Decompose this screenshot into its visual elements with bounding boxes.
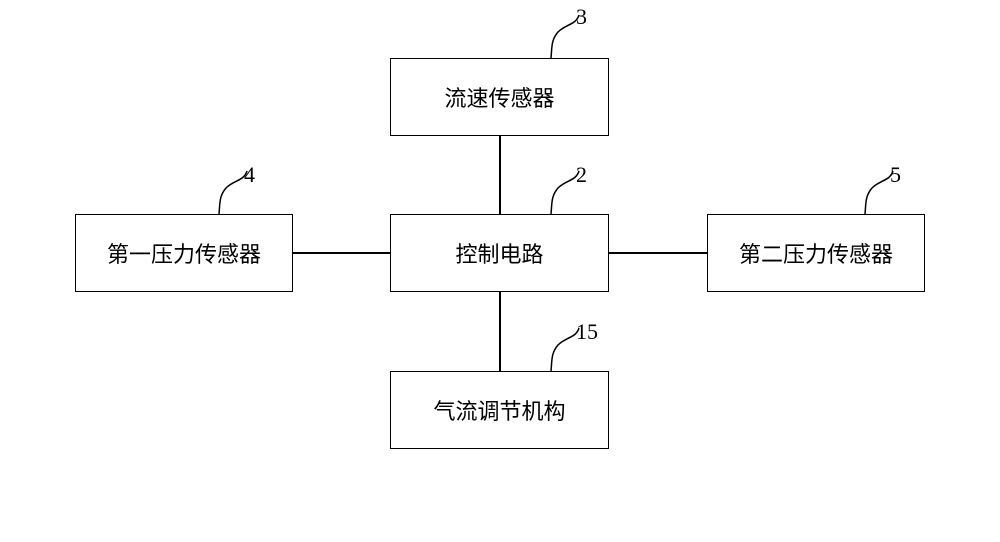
callout-curve-right — [890, 162, 930, 222]
node-bottom-label: 气流调节机构 — [433, 394, 565, 426]
node-top-label: 流速传感器 — [444, 81, 554, 113]
node-left-label: 第一压力传感器 — [107, 237, 261, 269]
node-center-label: 控制电路 — [455, 237, 543, 269]
node-bottom: 气流调节机构 — [390, 371, 609, 449]
node-top: 流速传感器 — [390, 58, 609, 136]
callout-curve-center — [576, 162, 616, 222]
node-right-label: 第二压力传感器 — [739, 237, 893, 269]
connector-center-bottom — [499, 292, 501, 371]
connector-top-center — [499, 136, 501, 214]
node-right: 第二压力传感器 — [707, 214, 925, 292]
callout-curve-left — [244, 162, 284, 222]
callout-curve-bottom — [576, 319, 616, 379]
connector-left-center — [293, 252, 390, 254]
node-center: 控制电路 — [390, 214, 609, 292]
node-left: 第一压力传感器 — [75, 214, 293, 292]
connector-center-right — [609, 252, 707, 254]
callout-curve-top — [576, 4, 616, 64]
